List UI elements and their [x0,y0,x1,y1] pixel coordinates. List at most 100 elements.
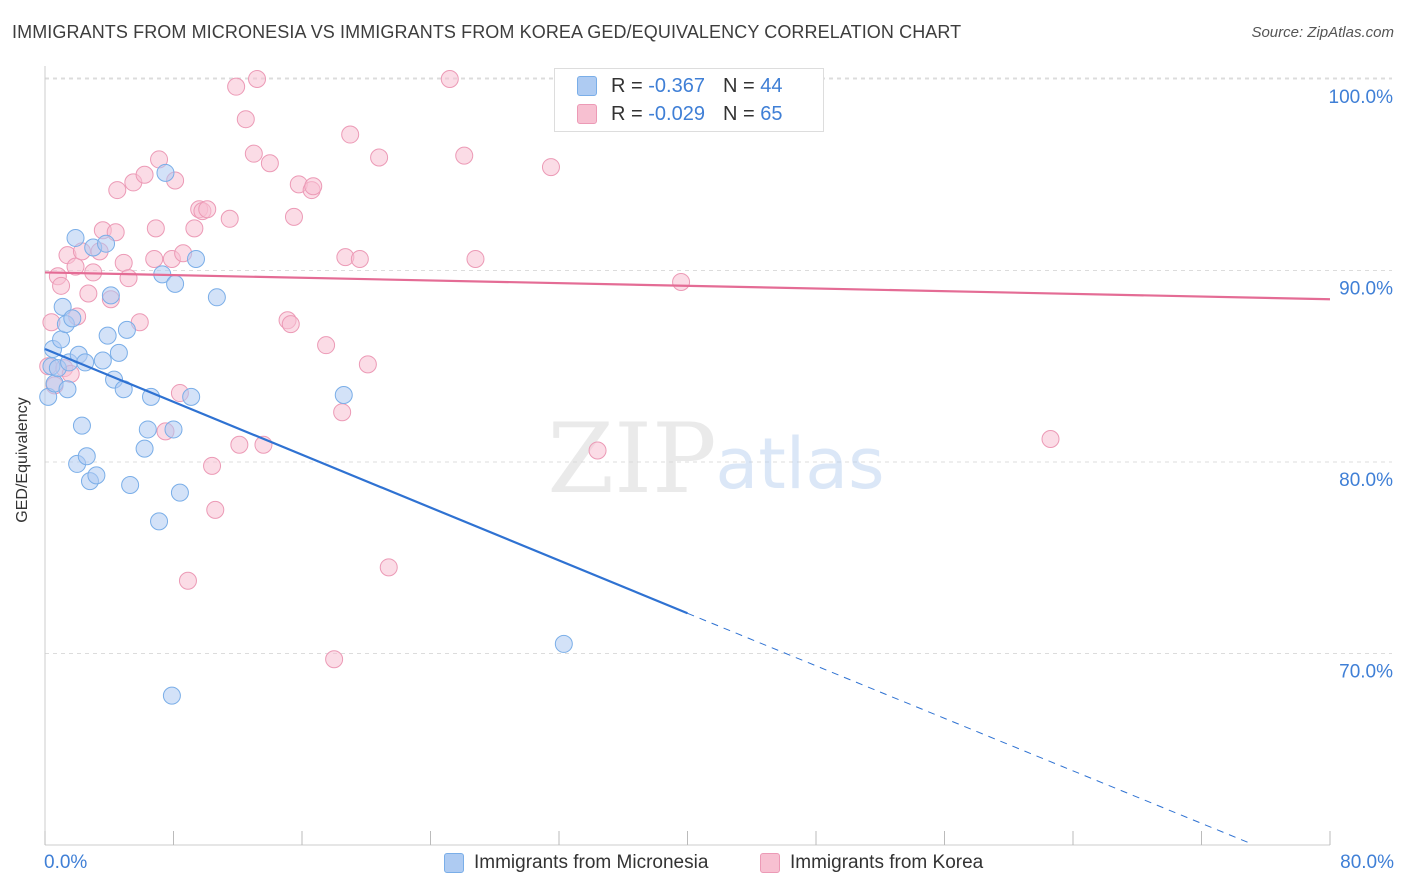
y-tick-label: 100.0% [1329,87,1394,108]
korea-trendline [44,271,1331,301]
micronesia-point [150,512,169,531]
micronesia-point [162,686,181,705]
korea-point [1041,430,1060,449]
series-legend: Immigrants from Micronesia Immigrants fr… [0,852,1406,878]
micronesia-swatch [577,76,597,96]
micronesia-point [72,416,91,435]
korea-point [541,158,560,177]
korea-point [350,250,369,269]
korea-point [281,315,300,334]
korea-point [588,441,607,460]
y-tick-label: 80.0% [1339,470,1393,491]
korea-point [79,284,98,303]
micronesia-legend-swatch [444,853,464,873]
trendlines [44,271,1331,844]
y-axis-label: GED/Equivalency [14,397,31,523]
micronesia-point [186,250,205,269]
korea-point [379,558,398,577]
korea-point [317,336,336,355]
micronesia-point [554,634,573,653]
korea-point [284,207,303,226]
axes [44,66,1331,846]
legend-n-label: N = [722,102,755,125]
korea-point [440,70,459,88]
micronesia-point [135,439,154,458]
korea-point [248,70,267,88]
micronesia-point [166,274,185,293]
series-legend-label-micronesia: Immigrants from Micronesia [474,852,709,873]
series-legend-korea: Immigrants from Korea [760,852,983,874]
x-tick-label-min: 0.0% [44,852,88,873]
legend-r-value-micronesia: -0.367 [648,74,705,97]
korea-point [198,200,217,219]
micronesia-point [87,466,106,485]
korea-point [260,154,279,173]
source-credit: Source: ZipAtlas.com [1251,24,1394,41]
watermark-zip: ZIP [547,403,716,515]
korea-legend-swatch [760,853,780,873]
series-legend-micronesia: Immigrants from Micronesia [444,852,708,874]
korea-point [66,257,85,276]
legend-n-label: N = [722,74,755,97]
korea-point [304,177,323,196]
korea-point [358,355,377,374]
legend-n-value-korea: 65 [760,102,783,125]
micronesia-point [170,483,189,502]
korea-point [203,456,222,475]
y-tick-label: 90.0% [1339,279,1393,300]
korea-point [672,272,691,291]
korea-point [178,571,197,590]
korea-point [106,223,125,242]
korea-point [333,403,352,422]
legend-row-micronesia: R = -0.367 N = 44 [577,72,782,100]
korea-point [119,269,138,288]
micronesia-point [93,351,112,370]
korea-points [39,70,1060,669]
korea-point [185,219,204,238]
korea-point [230,435,249,454]
korea-point [146,219,165,238]
legend-r-value-korea: -0.029 [648,102,705,125]
korea-point [325,650,344,669]
watermark: ZIP atlas [547,403,884,515]
legend-n-value-micronesia: 44 [760,74,783,97]
korea-point [227,77,246,96]
korea-point [466,250,485,269]
micronesia-point [101,286,120,305]
micronesia-trendline [44,347,688,615]
legend-r-label: R = [611,102,643,125]
micronesia-point [121,475,140,494]
micronesia-point [77,447,96,466]
micronesia-point [207,288,226,307]
korea-point [236,110,255,129]
legend-row-korea: R = -0.029 N = 65 [577,100,782,128]
korea-point [206,500,225,519]
korea-point [108,181,127,200]
korea-point [145,250,164,269]
micronesia-point [52,330,71,349]
y-tick-labels: 70.0% 80.0% 90.0% 100.0% [1329,87,1394,683]
correlation-legend: R = -0.367 N = 44 R = -0.029 N = 65 [554,68,824,132]
x-tick-label-max: 80.0% [1340,852,1394,873]
korea-point [114,253,133,272]
korea-point [52,276,71,295]
series-legend-label-korea: Immigrants from Korea [790,852,984,873]
korea-point [370,148,389,167]
micronesia-point [98,326,117,345]
micronesia-point [164,420,183,439]
chart-title: IMMIGRANTS FROM MICRONESIA VS IMMIGRANTS… [12,22,962,42]
micronesia-point [53,297,72,316]
micronesia-point [117,320,136,339]
korea-point [220,209,239,228]
micronesia-points [39,163,573,705]
grid [45,77,1392,654]
y-tick-label: 70.0% [1339,662,1393,683]
micronesia-point [97,234,116,253]
micronesia-point [63,309,82,328]
watermark-atlas: atlas [715,423,884,505]
micronesia-point [182,387,201,406]
micronesia-trendline-extension [687,612,1250,844]
micronesia-point [334,385,353,404]
micronesia-point [66,228,85,247]
